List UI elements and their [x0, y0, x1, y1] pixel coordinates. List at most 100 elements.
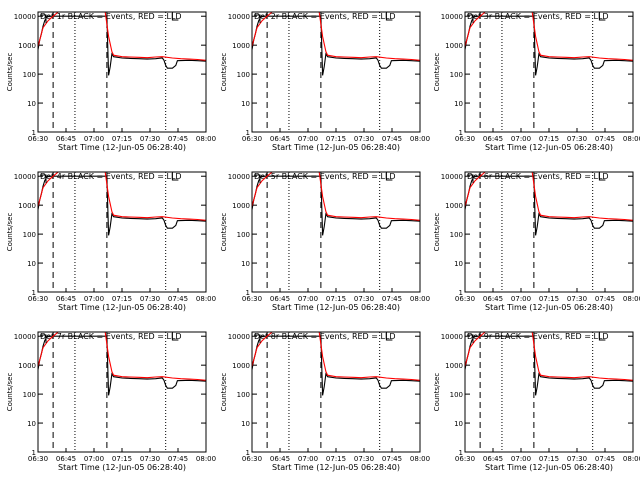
start-marker — [467, 174, 474, 183]
x-tick-label: 08:00 — [623, 135, 640, 143]
y-tick-label: 100 — [450, 391, 463, 399]
x-tick-label: 08:00 — [196, 135, 216, 143]
y-tick-label: 1 — [459, 289, 463, 297]
y-tick-label: 100 — [237, 231, 250, 239]
x-tick-label: 06:45 — [483, 455, 503, 463]
y-tick-label: 1 — [32, 289, 36, 297]
chart-title: Det 9r BLACK = Events, RED = LLD — [467, 332, 609, 341]
x-tick-label: 06:45 — [270, 295, 290, 303]
x-tick-label: 06:45 — [56, 135, 76, 143]
y-tick-label: 10000 — [228, 333, 250, 341]
x-tick-label: 07:30 — [567, 455, 587, 463]
x-tick-label: 07:00 — [511, 295, 531, 303]
x-tick-label: 08:00 — [410, 455, 430, 463]
x-tick-label: 06:30 — [242, 135, 262, 143]
x-tick-label: 06:30 — [28, 295, 48, 303]
x-tick-label: 06:30 — [455, 455, 475, 463]
y-axis-label: Counts/sec — [220, 373, 228, 412]
y-tick-label: 10 — [241, 260, 250, 268]
start-marker — [254, 334, 261, 343]
x-tick-label: 07:15 — [112, 135, 132, 143]
saa-marker — [385, 332, 393, 341]
x-tick-label: 07:00 — [84, 295, 104, 303]
lld-series-line — [37, 171, 207, 221]
lld-series-line — [251, 331, 421, 381]
y-tick-label: 100 — [237, 391, 250, 399]
y-tick-label: 100 — [450, 231, 463, 239]
x-tick-label: 07:15 — [539, 135, 559, 143]
start-marker — [40, 14, 47, 23]
y-tick-label: 1000 — [232, 42, 250, 50]
x-tick-label: 07:45 — [382, 455, 402, 463]
x-tick-label: 07:30 — [140, 135, 160, 143]
y-tick-label: 1 — [246, 449, 250, 457]
x-tick-label: 07:45 — [168, 135, 188, 143]
x-tick-label: 07:30 — [354, 455, 374, 463]
x-tick-label: 07:00 — [84, 135, 104, 143]
x-tick-label: 06:30 — [242, 455, 262, 463]
events-series-line — [37, 15, 207, 76]
chart-title: Det 6r BLACK = Events, RED = LLD — [467, 172, 609, 181]
y-axis-label: Counts/sec — [6, 213, 14, 252]
y-axis-label: Counts/sec — [220, 213, 228, 252]
saa-marker — [598, 172, 606, 181]
y-tick-label: 10 — [241, 100, 250, 108]
saa-marker — [385, 172, 393, 181]
x-tick-label: 06:45 — [56, 295, 76, 303]
y-tick-label: 10000 — [441, 173, 463, 181]
x-tick-label: 06:45 — [483, 135, 503, 143]
y-tick-label: 10000 — [228, 13, 250, 21]
x-tick-label: 07:00 — [511, 135, 531, 143]
x-tick-label: 07:30 — [354, 295, 374, 303]
x-axis-label: Start Time (12-Jun-05 06:28:40) — [58, 143, 186, 152]
saa-marker — [171, 12, 179, 21]
x-tick-label: 08:00 — [410, 295, 430, 303]
plot-frame — [464, 331, 634, 453]
x-tick-label: 07:15 — [112, 295, 132, 303]
x-tick-label: 07:15 — [539, 295, 559, 303]
chart-title: Det 7r BLACK = Events, RED = LLD — [40, 332, 182, 341]
y-tick-label: 1 — [246, 289, 250, 297]
plot-frame — [251, 171, 421, 293]
y-tick-label: 1000 — [232, 202, 250, 210]
x-tick-label: 06:45 — [483, 295, 503, 303]
chart-title: Det 1r BLACK = Events, RED = LLD — [40, 12, 182, 21]
start-marker — [254, 14, 261, 23]
x-tick-label: 08:00 — [410, 135, 430, 143]
y-axis-label: Counts/sec — [433, 373, 441, 412]
y-tick-label: 10000 — [14, 13, 36, 21]
lld-series-line — [464, 171, 634, 221]
saa-marker — [171, 172, 179, 181]
x-tick-label: 08:00 — [623, 455, 640, 463]
events-series-line — [464, 335, 634, 396]
y-tick-label: 10000 — [441, 333, 463, 341]
lld-series-line — [37, 11, 207, 61]
x-axis-label: Start Time (12-Jun-05 06:28:40) — [485, 303, 613, 312]
y-tick-label: 10000 — [14, 333, 36, 341]
y-tick-label: 1 — [459, 449, 463, 457]
x-tick-label: 06:45 — [56, 455, 76, 463]
x-tick-label: 07:45 — [168, 455, 188, 463]
y-axis-label: Counts/sec — [433, 213, 441, 252]
y-tick-label: 10000 — [441, 13, 463, 21]
chart-title: Det 8r BLACK = Events, RED = LLD — [254, 332, 396, 341]
y-tick-label: 100 — [450, 71, 463, 79]
start-marker — [467, 334, 474, 343]
plot-frame — [37, 11, 207, 133]
x-tick-label: 07:45 — [382, 295, 402, 303]
lld-series-line — [251, 171, 421, 221]
plot-frame — [464, 171, 634, 293]
y-tick-label: 100 — [23, 231, 36, 239]
y-tick-label: 10000 — [228, 173, 250, 181]
y-tick-label: 10 — [27, 260, 36, 268]
saa-marker — [385, 12, 393, 21]
chart-title: Det 2r BLACK = Events, RED = LLD — [254, 12, 396, 21]
x-tick-label: 07:00 — [84, 455, 104, 463]
x-tick-label: 07:30 — [354, 135, 374, 143]
x-tick-label: 07:45 — [595, 455, 615, 463]
start-marker — [40, 174, 47, 183]
x-tick-label: 07:30 — [567, 295, 587, 303]
y-tick-label: 100 — [23, 391, 36, 399]
